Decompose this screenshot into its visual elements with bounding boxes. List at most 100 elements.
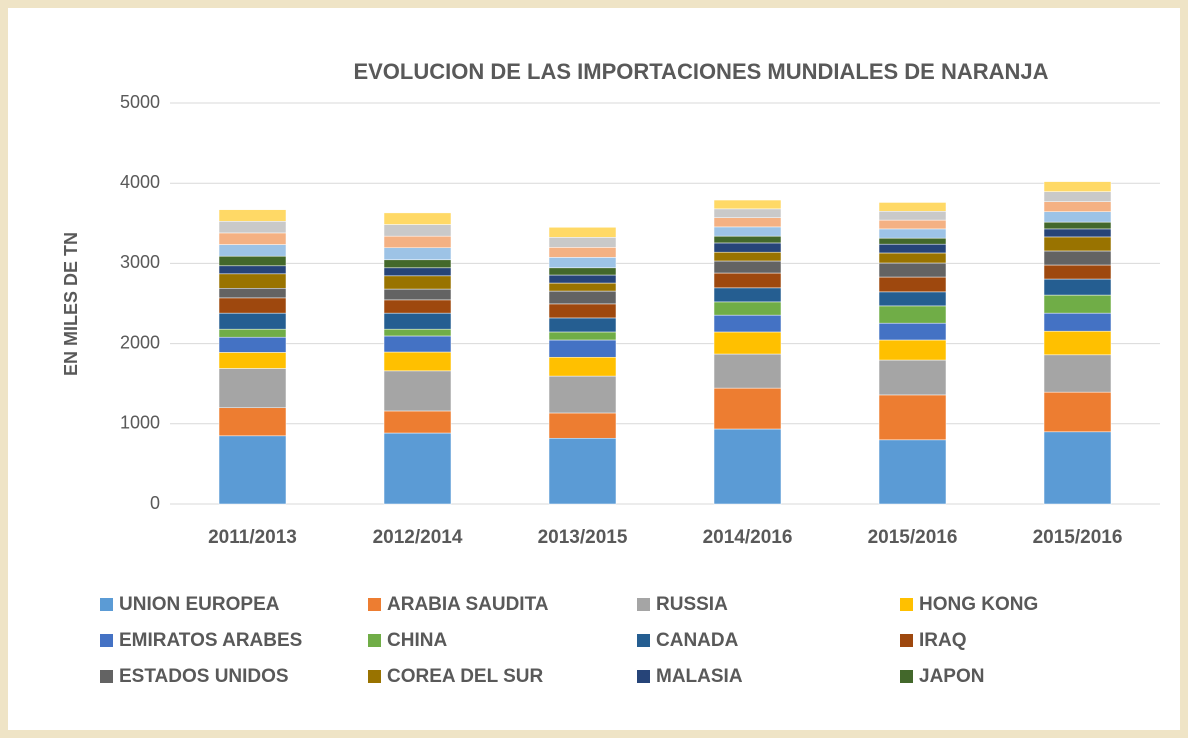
bar-segment (218, 312, 287, 330)
y-tick-label: 1000 (120, 413, 160, 433)
bar-segment (878, 339, 947, 361)
legend-swatch (368, 598, 381, 611)
bar-segment (548, 227, 617, 238)
legend-label: COREA DEL SUR (387, 666, 544, 687)
bar-segment (548, 412, 617, 439)
bar-segment (878, 211, 947, 221)
bar-segment (713, 353, 782, 389)
chart-title: EVOLUCION DE LAS IMPORTACIONES MUNDIALES… (353, 59, 1048, 84)
bar-segment (218, 221, 287, 234)
bar-segment (383, 312, 452, 330)
bar-segment (218, 232, 287, 245)
x-tick-label: 2015/2016 (1033, 527, 1123, 548)
bar-segment (218, 244, 287, 257)
bar-segment (1043, 431, 1112, 505)
bar-segment (1043, 354, 1112, 393)
x-tick-label: 2013/2015 (538, 527, 628, 548)
bar-segment (1043, 294, 1112, 314)
legend-swatch (637, 598, 650, 611)
bar-segment (218, 435, 287, 505)
legend-label: EMIRATOS ARABES (119, 630, 302, 651)
bar-segment (878, 262, 947, 278)
bar-segment (218, 273, 287, 289)
bar-segment (383, 288, 452, 301)
bar-segment (548, 247, 617, 258)
y-tick-label: 5000 (120, 92, 160, 112)
bar-segment (383, 267, 452, 277)
bar-segment (878, 252, 947, 264)
bar-segment (218, 407, 287, 437)
bar-segment (1043, 201, 1112, 212)
bar-segment (218, 368, 287, 409)
bar-segment (218, 297, 287, 314)
bar-segment (878, 359, 947, 396)
y-axis-label: EN MILES DE TN (61, 232, 81, 376)
bar-segment (713, 199, 782, 210)
bar-segment (878, 439, 947, 505)
legend-label: HONG KONG (919, 594, 1038, 615)
bar-segment (713, 301, 782, 316)
bar-segment (713, 217, 782, 228)
bar-segment (383, 370, 452, 412)
bar-segment (1043, 191, 1112, 202)
bar-segment (1043, 211, 1112, 223)
y-tick-label: 2000 (120, 332, 160, 352)
x-tick-label: 2014/2016 (703, 527, 793, 548)
bar-segment (878, 219, 947, 230)
bar-segment (383, 432, 452, 505)
bar-segment (548, 274, 617, 284)
bar-segment (383, 212, 452, 225)
bar-segment (548, 339, 617, 358)
bar-segment (383, 351, 452, 372)
legend-swatch (100, 634, 113, 647)
bar-segment (548, 282, 617, 292)
bar-segment (713, 387, 782, 430)
legend-swatch (900, 634, 913, 647)
y-tick-label: 4000 (120, 172, 160, 192)
bar-segment (218, 328, 287, 338)
legend-swatch (637, 634, 650, 647)
bar-segment (713, 331, 782, 355)
bar-segment (713, 428, 782, 505)
bar-segment (548, 356, 617, 377)
bar-segment (1043, 250, 1112, 266)
x-tick-label: 2015/2016 (868, 527, 958, 548)
bar-segment (383, 410, 452, 434)
bar-segment (383, 328, 452, 337)
bar-segment (713, 272, 782, 289)
bar-segment (713, 208, 782, 218)
bar-segment (548, 331, 617, 341)
bar-segment (548, 267, 617, 276)
legend-label: CANADA (656, 630, 739, 651)
legend-label: RUSSIA (656, 594, 728, 615)
bar-segment (878, 305, 947, 324)
bar-segment (713, 251, 782, 262)
bar-segment (878, 228, 947, 239)
legend-swatch (100, 670, 113, 683)
bar-segment (1043, 312, 1112, 332)
bar-segment (383, 275, 452, 290)
bar-segment (713, 287, 782, 303)
bar-segment (878, 394, 947, 441)
legend-label: ESTADOS UNIDOS (119, 666, 289, 687)
bar-segment (548, 317, 617, 333)
legend-label: MALASIA (656, 666, 743, 687)
bar-segment (383, 335, 452, 353)
bar-segment (878, 202, 947, 212)
bar-segment (1043, 278, 1112, 296)
bar-segment (548, 290, 617, 305)
bar-segment (713, 314, 782, 333)
x-tick-label: 2011/2013 (208, 527, 297, 548)
bar-segment (383, 224, 452, 237)
bar-segment (218, 288, 287, 299)
bar-segment (713, 226, 782, 237)
legend-swatch (100, 598, 113, 611)
bar-segment (383, 235, 452, 249)
x-tick-label: 2012/2014 (373, 527, 463, 548)
bar-segment (218, 336, 287, 353)
bar-segment (383, 259, 452, 269)
y-tick-label: 3000 (120, 252, 160, 272)
legend-swatch (900, 670, 913, 683)
